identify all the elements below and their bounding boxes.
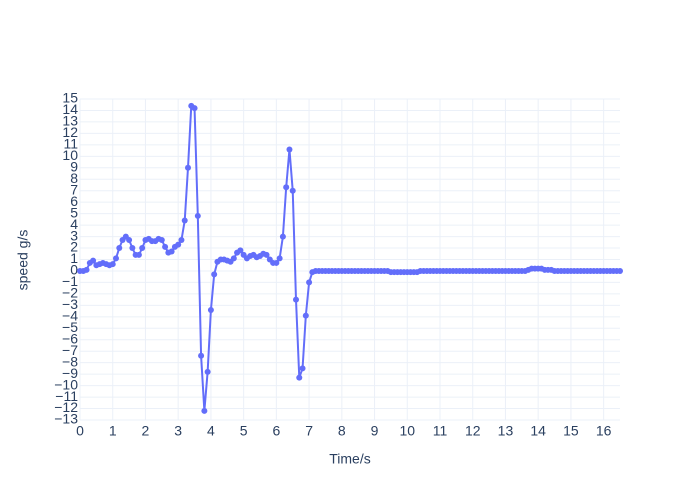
data-point xyxy=(90,257,97,264)
data-point xyxy=(299,365,306,372)
data-point xyxy=(204,368,211,375)
data-point xyxy=(129,245,136,252)
y-tick-label: 12 xyxy=(62,124,78,140)
data-point xyxy=(162,243,169,250)
data-point xyxy=(185,164,191,171)
y-tick-label: −12 xyxy=(54,399,78,415)
y-tick-label: 0 xyxy=(70,262,78,278)
y-tick-label: 15 xyxy=(62,90,78,106)
y-tick-label: 10 xyxy=(62,147,78,163)
data-point xyxy=(211,271,218,278)
y-tick-label: −3 xyxy=(62,296,78,312)
data-point xyxy=(283,184,290,191)
x-tick-label: 5 xyxy=(240,423,248,439)
y-tick-label: −8 xyxy=(62,353,78,369)
data-point xyxy=(617,267,623,274)
x-tick-label: 0 xyxy=(76,423,84,439)
data-point xyxy=(109,261,116,268)
data-point xyxy=(296,374,303,381)
y-tick-label: 1 xyxy=(70,250,78,266)
y-axis-label: speed g/s xyxy=(15,230,31,291)
data-point xyxy=(139,245,146,252)
data-line xyxy=(80,104,620,411)
data-point xyxy=(178,237,185,244)
data-point xyxy=(83,266,90,273)
y-tick-label: −5 xyxy=(62,319,78,335)
x-tick-label: 8 xyxy=(338,423,346,439)
y-tick-label: −13 xyxy=(54,411,78,427)
x-tick-label: 6 xyxy=(272,423,280,439)
y-tick-label: 3 xyxy=(70,227,78,243)
data-point xyxy=(289,187,296,194)
data-point xyxy=(191,105,198,112)
y-tick-label: 2 xyxy=(70,239,78,255)
y-tick-label: 11 xyxy=(63,136,78,152)
x-tick-label: 12 xyxy=(465,423,481,439)
x-tick-label: 4 xyxy=(207,423,215,439)
y-tick-label: 13 xyxy=(62,113,78,129)
data-point xyxy=(116,245,123,252)
x-tick-label: 15 xyxy=(563,423,579,439)
y-tick-label: −7 xyxy=(62,342,78,358)
y-tick-label: −1 xyxy=(62,273,78,289)
data-point xyxy=(306,279,313,286)
data-point xyxy=(276,255,283,262)
x-tick-label: 10 xyxy=(399,423,415,439)
x-tick-label: 2 xyxy=(142,423,150,439)
data-point xyxy=(126,237,133,244)
y-tick-label: −11 xyxy=(55,388,78,404)
data-point xyxy=(198,352,205,359)
y-tick-label: 8 xyxy=(70,170,78,186)
x-tick-label: 13 xyxy=(498,423,514,439)
y-tick-label: 4 xyxy=(70,216,78,232)
y-tick-label: 9 xyxy=(70,158,78,174)
y-tick-label: −10 xyxy=(54,376,78,392)
y-tick-label: 14 xyxy=(62,101,78,117)
y-tick-label: 6 xyxy=(70,193,78,209)
x-tick-label: 1 xyxy=(109,423,117,439)
x-tick-label: 11 xyxy=(433,423,448,439)
data-point xyxy=(181,217,188,224)
y-tick-label: 5 xyxy=(70,204,78,220)
x-tick-label: 3 xyxy=(174,423,182,439)
y-tick-label: −9 xyxy=(62,365,78,381)
y-tick-label: −4 xyxy=(62,308,78,324)
y-tick-label: −2 xyxy=(62,285,78,301)
data-point xyxy=(293,296,299,303)
data-point xyxy=(302,312,309,319)
data-point xyxy=(175,241,182,248)
y-tick-label: 7 xyxy=(70,181,78,197)
data-point xyxy=(263,251,270,258)
x-axis-label: Time/s xyxy=(329,451,370,467)
data-point xyxy=(158,237,165,244)
y-tick-label: −6 xyxy=(62,330,78,346)
x-tick-label: 14 xyxy=(530,423,546,439)
data-point xyxy=(237,247,244,254)
data-point xyxy=(273,259,280,266)
data-point xyxy=(207,306,214,313)
x-tick-label: 9 xyxy=(371,423,379,439)
data-point xyxy=(279,233,286,240)
data-point xyxy=(230,255,237,262)
data-point xyxy=(286,146,293,153)
x-tick-label: 7 xyxy=(305,423,313,439)
data-point xyxy=(113,255,119,262)
data-point xyxy=(135,251,142,258)
x-tick-label: 16 xyxy=(596,423,612,439)
data-point xyxy=(194,212,201,219)
data-point xyxy=(168,248,175,255)
data-point xyxy=(201,407,208,414)
